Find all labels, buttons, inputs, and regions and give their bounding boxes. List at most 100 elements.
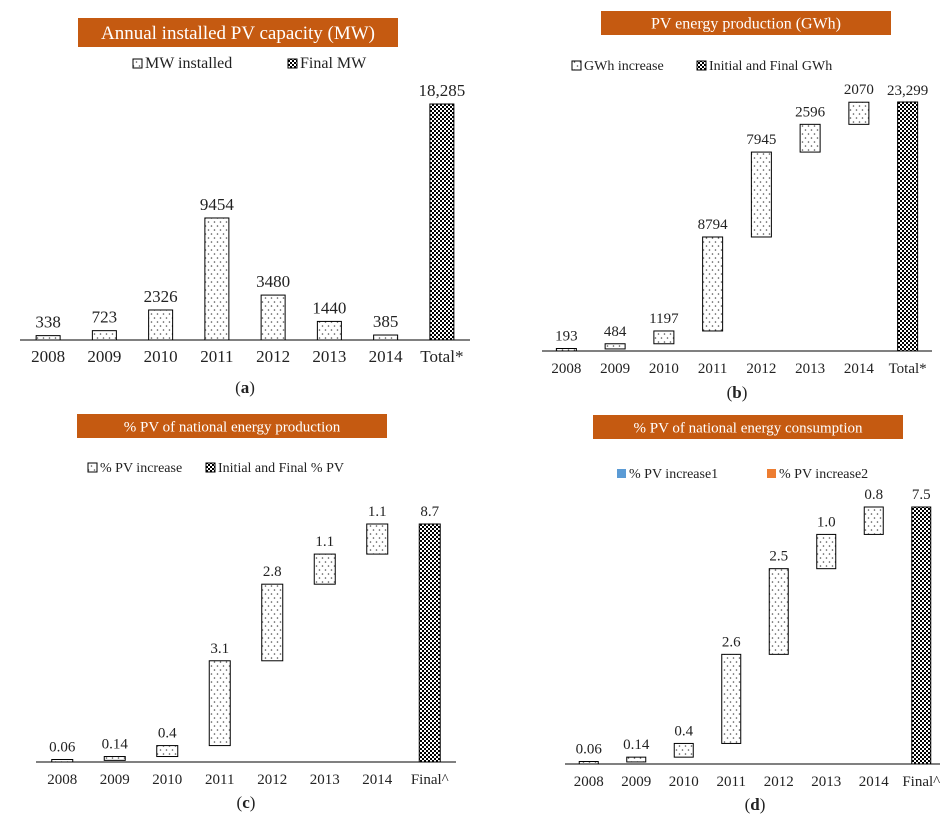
tick-label-2010: 2010 [649,361,679,377]
bar-2008 [579,762,598,765]
tick-label-final: Total* [889,361,927,377]
data-label-2014: 0.8 [864,487,883,503]
bar-2011 [205,218,229,340]
data-label-2012: 2.8 [263,564,282,580]
legend-swatch-1 [133,59,142,68]
chart-panel-b: PV energy production (GWh) GWh increase In… [542,11,932,402]
data-label-2014: 1.1 [368,504,387,520]
tick-label-2014: 2014 [369,347,404,366]
bar-2012 [769,569,788,655]
chart-panel-a: Annual installed PV capacity (MW) MW inst… [20,18,470,397]
tick-label-2012: 2012 [764,774,794,790]
data-label-2013: 1.1 [315,534,334,550]
tick-label-2009: 2009 [600,361,630,377]
panel-label-close: ) [742,383,748,402]
bar-2009 [92,331,116,340]
legend-swatch-1 [88,463,97,472]
legend-label-1: % PV increase1 [629,467,718,482]
legend-swatch-2 [697,61,706,70]
bar-2008 [556,349,576,352]
tick-label-2014: 2014 [859,774,890,790]
data-label-2013: 1.0 [817,514,836,530]
legend-label-1: % PV increase [100,461,182,476]
bar-2014 [374,335,398,340]
data-label-2009: 484 [604,324,627,340]
bar-2011 [722,654,741,743]
bar-2014 [849,102,869,124]
tick-label-final: Total* [420,347,463,366]
data-label-2012: 7945 [746,132,776,148]
bar-2010 [654,331,674,344]
data-label-2011: 3.1 [210,641,229,657]
panel-label: (d) [745,795,766,814]
bar-2009 [605,344,625,349]
tick-label-2009: 2009 [621,774,651,790]
bar-2012 [751,152,771,237]
chart-title: % PV of national energy consumption [634,420,863,436]
legend-swatch-2 [206,463,215,472]
data-label-final: 23,299 [887,83,928,99]
data-label-2012: 2.5 [769,549,788,565]
data-label-2014: 2070 [844,82,874,98]
bar-final [430,104,454,340]
tick-label-2008: 2008 [574,774,604,790]
data-label-2010: 0.4 [674,723,693,739]
data-label-2010: 1197 [649,311,679,327]
tick-label-2014: 2014 [844,361,875,377]
tick-label-final: Final^ [411,772,449,788]
bar-2013 [800,124,820,152]
panel-label: (b) [727,383,748,402]
chart-panel-c: % PV of national energy production % PV i… [36,414,456,812]
panel-letter: b [732,383,741,402]
bar-2013 [817,534,836,568]
tick-label-2011: 2011 [698,361,727,377]
bar-2014 [864,507,883,534]
tick-label-2008: 2008 [31,347,65,366]
bar-2008 [36,336,60,340]
data-label-final: 18,285 [419,81,466,100]
tick-label-2014: 2014 [362,772,393,788]
bar-2011 [703,237,723,331]
panel-label: (c) [237,793,256,812]
bar-2009 [627,757,646,762]
tick-label-2013: 2013 [310,772,340,788]
data-label-2008: 0.06 [49,740,76,756]
legend-label-2: % PV increase2 [779,467,868,482]
tick-label-2009: 2009 [87,347,121,366]
data-label-2013: 1440 [312,298,346,317]
panel-label-close: ) [250,793,256,812]
panel-label-close: ) [760,795,766,814]
tick-label-2013: 2013 [811,774,841,790]
data-label-2009: 723 [92,308,118,327]
bar-2010 [157,746,178,757]
bar-2008 [52,760,73,763]
bar-2012 [262,584,283,661]
tick-label-2012: 2012 [746,361,776,377]
bar-2010 [674,743,693,757]
data-label-2010: 0.4 [158,726,177,742]
data-label-2009: 0.14 [102,737,129,753]
tick-label-2009: 2009 [100,772,130,788]
bar-2010 [149,310,173,340]
tick-label-final: Final^ [902,774,940,790]
data-label-2008: 0.06 [576,742,603,758]
tick-label-2010: 2010 [144,347,178,366]
tick-label-2013: 2013 [312,347,346,366]
legend-swatch-2 [767,469,776,478]
data-label-2011: 8794 [698,217,729,233]
bar-2014 [367,524,388,554]
data-label-2011: 9454 [200,195,235,214]
data-label-2012: 3480 [256,272,290,291]
tick-label-2008: 2008 [551,361,581,377]
data-label-2009: 0.14 [623,737,650,753]
tick-label-2012: 2012 [256,347,290,366]
bar-2013 [317,321,341,340]
tick-label-2010: 2010 [152,772,182,788]
tick-label-2012: 2012 [257,772,287,788]
legend-label-2: Final MW [300,55,367,72]
legend-label-1: GWh increase [584,59,664,74]
tick-label-2011: 2011 [200,347,233,366]
bar-final [419,524,440,762]
